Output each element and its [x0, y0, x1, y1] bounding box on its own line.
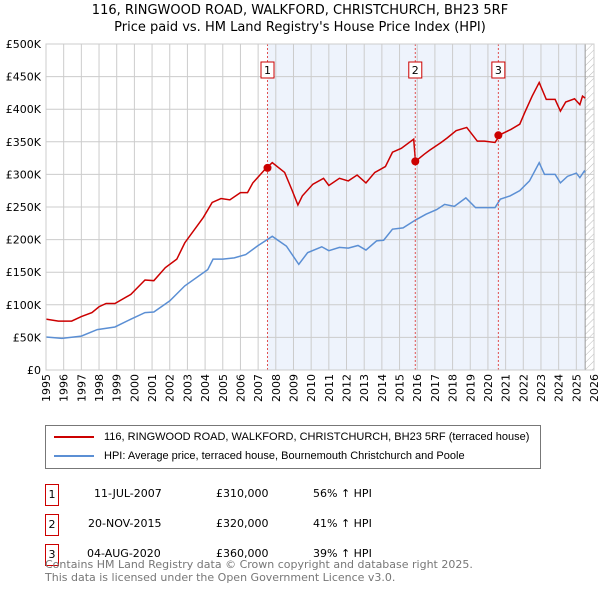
footer: Contains HM Land Registry data © Crown c… [45, 558, 473, 584]
x-tick-label: 2006 [234, 374, 247, 402]
x-tick-label: 2021 [500, 374, 513, 402]
sale-point [411, 157, 420, 166]
x-tick-label: 2008 [270, 374, 283, 402]
y-tick-label: £500K [6, 38, 42, 51]
sale-price: £310,000 [216, 487, 269, 500]
x-tick-label: 2017 [429, 374, 442, 402]
sale-hpi: 56% ↑ HPI [313, 487, 372, 500]
legend-hpi: HPI: Average price, terraced house, Bour… [104, 450, 465, 462]
legend-property: 116, RINGWOOD ROAD, WALKFORD, CHRISTCHUR… [104, 431, 530, 443]
x-tick-label: 2022 [517, 374, 530, 402]
y-tick-label: £100K [6, 299, 42, 312]
x-tick-label: 2020 [482, 374, 495, 402]
x-tick-label: 1996 [58, 374, 71, 402]
x-tick-label: 1997 [75, 374, 88, 402]
sale-point [494, 131, 503, 140]
sale-date: 11-JUL-2007 [94, 487, 162, 500]
sale-label: 2 [412, 64, 419, 77]
footer-copyright: Contains HM Land Registry data © Crown c… [45, 558, 473, 571]
x-tick-label: 1995 [40, 374, 53, 402]
sale-label-box [408, 61, 423, 79]
y-tick-label: £50K [13, 331, 42, 344]
legend-blue-swatch [54, 455, 94, 457]
sale-number: 2 [45, 514, 59, 536]
sale-label-box [491, 61, 506, 79]
y-tick-label: £450K [6, 71, 42, 84]
plot-border [45, 43, 595, 371]
x-tick-label: 2001 [146, 374, 159, 402]
sale-point [263, 163, 272, 172]
sale-label-box [260, 61, 275, 79]
x-tick-label: 2019 [464, 374, 477, 402]
y-tick-label: £250K [6, 201, 42, 214]
x-tick-label: 2010 [305, 374, 318, 402]
chart-subtitle: Price paid vs. HM Land Registry's House … [114, 20, 486, 35]
x-tick-label: 2018 [447, 374, 460, 402]
x-tick-label: 2026 [588, 374, 600, 402]
x-tick-label: 2000 [128, 374, 141, 402]
x-tick-label: 2014 [376, 374, 389, 402]
x-tick-label: 2016 [411, 374, 424, 402]
price-line [45, 80, 586, 322]
sale-date: 04-AUG-2020 [87, 547, 161, 560]
sale-hpi: 39% ↑ HPI [313, 547, 372, 560]
x-tick-label: 2023 [535, 374, 548, 402]
price-chart: 1995 1996 1997 1998 1999 2000 2001 2002 2003 2004… [6, 38, 600, 402]
y-tick-label: £300K [6, 168, 42, 181]
sale-hpi: 41% ↑ HPI [313, 517, 372, 530]
x-tick-label: 2005 [217, 374, 230, 402]
x-tick-label: 2013 [358, 374, 371, 402]
x-tick-label: 1998 [93, 374, 106, 402]
y-tick-label: £400K [6, 103, 42, 116]
x-tick-label: 2024 [553, 374, 566, 402]
footer-licence: This data is licensed under the Open Gov… [45, 571, 396, 584]
sale-label: 3 [495, 64, 502, 77]
x-tick-label: 2002 [164, 374, 177, 402]
y-tick-label: £150K [6, 266, 42, 279]
sale-price: £320,000 [216, 517, 269, 530]
chart-title: 116, RINGWOOD ROAD, WALKFORD, CHRISTCHUR… [91, 3, 509, 18]
sale-number: 1 [45, 484, 59, 506]
x-tick-label: 2011 [323, 374, 336, 402]
x-tick-label: 2015 [394, 374, 407, 402]
x-tick-label: 1999 [111, 374, 124, 402]
x-tick-label: 2025 [570, 374, 583, 402]
x-tick-label: 2009 [287, 374, 300, 402]
x-tick-label: 2007 [252, 374, 265, 402]
y-tick-label: £350K [6, 136, 42, 149]
y-tick-label: £0 [27, 364, 41, 377]
y-tick-label: £200K [6, 234, 42, 247]
sale-number: 3 [45, 544, 59, 566]
x-tick-label: 2012 [341, 374, 354, 402]
legend-red-swatch [54, 436, 94, 438]
sale-date: 20-NOV-2015 [88, 517, 162, 530]
legend: 116, RINGWOOD ROAD, WALKFORD, CHRISTCHUR… [45, 425, 541, 469]
sale-label: 1 [264, 64, 271, 77]
x-tick-label: 2004 [199, 374, 212, 402]
x-tick-label: 2003 [181, 374, 194, 402]
sale-price: £360,000 [216, 547, 269, 560]
hpi-line [45, 160, 586, 340]
